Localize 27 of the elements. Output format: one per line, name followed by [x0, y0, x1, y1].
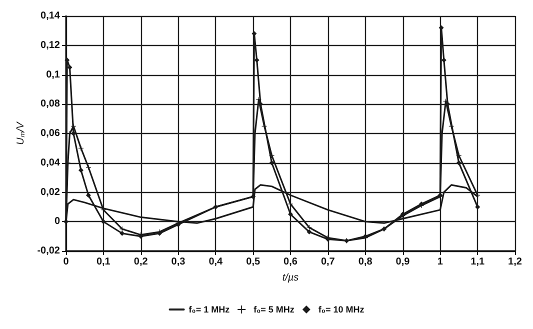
- x-tick-label: 0,2: [134, 256, 148, 268]
- x-tick-label: 0: [63, 256, 70, 268]
- y-tick-label: -0,02: [37, 246, 60, 256]
- y-tick-label: 0,02: [40, 186, 60, 198]
- y-tick-label: 0,06: [40, 128, 60, 139]
- x-tick-label: 1,1: [470, 256, 485, 268]
- y-tick-label: 0: [54, 216, 60, 228]
- legend-label: f₀= 10 MHz: [318, 304, 365, 314]
- x-tick-label: 0,9: [396, 256, 410, 268]
- x-tick-label: 0,5: [246, 256, 260, 268]
- x-tick-label: 1: [437, 256, 444, 268]
- y-axis-title: Uₘ/V: [16, 120, 26, 145]
- x-tick-label: 0,1: [96, 256, 111, 268]
- x-tick-label: 0,4: [208, 256, 224, 268]
- x-tick-label: 0,7: [320, 256, 336, 268]
- x-tick-label: 1,2: [508, 256, 522, 268]
- y-tick-label: 0,08: [40, 98, 60, 110]
- y-tick-label: 0,04: [40, 157, 60, 168]
- y-tick-label: 0,12: [40, 40, 60, 51]
- legend-label: f₀= 5 MHz: [254, 304, 295, 314]
- y-tick-label: 0,1: [46, 69, 60, 80]
- legend-label: f₀= 1 MHz: [188, 304, 230, 314]
- x-tick-label: 0,6: [284, 256, 298, 268]
- x-tick-label: 0,8: [358, 256, 373, 268]
- x-axis-title: t/µs: [282, 272, 299, 284]
- x-tick-label: 0,3: [171, 256, 186, 268]
- y-tick-label: 0,14: [40, 10, 60, 22]
